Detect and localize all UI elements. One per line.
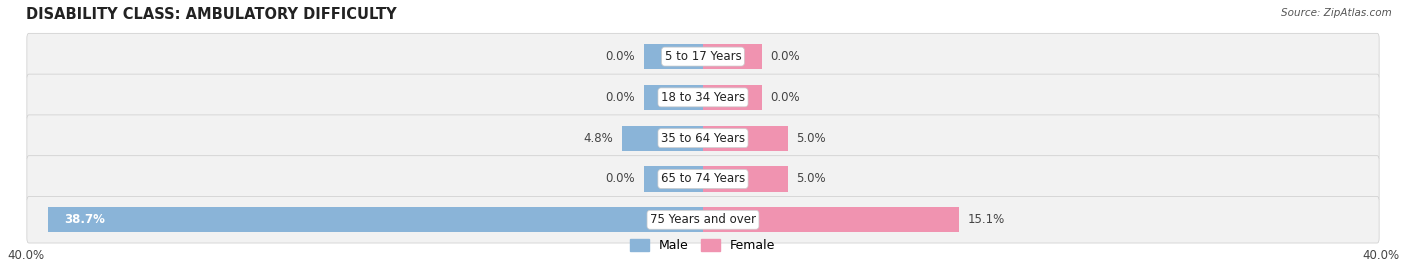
Bar [644,166,703,192]
FancyBboxPatch shape [27,156,1379,202]
Text: 5.0%: 5.0% [796,132,825,145]
Text: 65 to 74 Years: 65 to 74 Years [661,172,745,185]
Text: 75 Years and over: 75 Years and over [650,213,756,226]
FancyBboxPatch shape [27,197,1379,243]
Text: 0.0%: 0.0% [606,91,636,104]
Bar [703,44,762,69]
Bar [48,207,703,232]
Text: 4.8%: 4.8% [583,132,613,145]
Bar [644,44,703,69]
FancyBboxPatch shape [27,115,1379,161]
Bar [621,126,703,151]
Legend: Male, Female: Male, Female [626,234,780,257]
Bar [703,85,762,110]
Text: 0.0%: 0.0% [770,50,800,63]
Text: 0.0%: 0.0% [770,91,800,104]
Bar [703,166,787,192]
Bar [703,126,787,151]
Text: 5 to 17 Years: 5 to 17 Years [665,50,741,63]
Text: 15.1%: 15.1% [967,213,1004,226]
Bar [703,207,959,232]
FancyBboxPatch shape [27,74,1379,121]
Text: 38.7%: 38.7% [65,213,105,226]
Text: 5.0%: 5.0% [796,172,825,185]
Bar [644,85,703,110]
Text: 18 to 34 Years: 18 to 34 Years [661,91,745,104]
Text: 0.0%: 0.0% [606,50,636,63]
Text: 35 to 64 Years: 35 to 64 Years [661,132,745,145]
Text: DISABILITY CLASS: AMBULATORY DIFFICULTY: DISABILITY CLASS: AMBULATORY DIFFICULTY [25,7,396,22]
FancyBboxPatch shape [27,33,1379,80]
Text: Source: ZipAtlas.com: Source: ZipAtlas.com [1281,8,1392,18]
Text: 0.0%: 0.0% [606,172,636,185]
